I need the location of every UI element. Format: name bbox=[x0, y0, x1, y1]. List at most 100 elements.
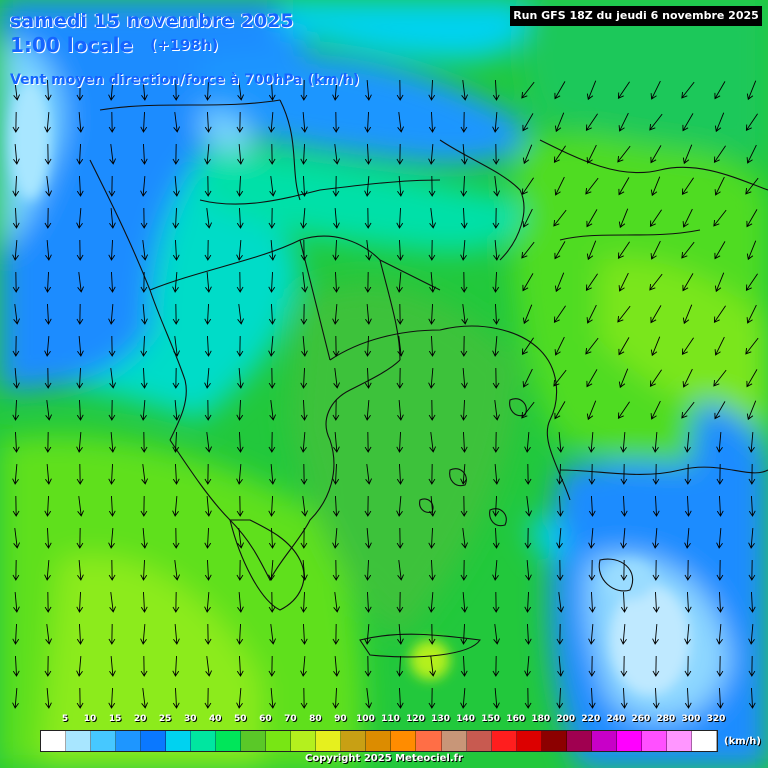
legend-swatch bbox=[91, 731, 117, 751]
wind-arrow bbox=[44, 335, 51, 357]
wind-arrow bbox=[108, 463, 116, 485]
wind-arrow bbox=[428, 143, 435, 165]
legend-tick-label: 120 bbox=[406, 714, 425, 724]
wind-arrow bbox=[650, 305, 662, 324]
legend-tick-label: 5 bbox=[61, 714, 69, 724]
wind-arrow bbox=[620, 463, 628, 485]
wind-arrow bbox=[746, 240, 757, 261]
wind-arrow bbox=[172, 367, 180, 389]
legend-tick-label: 220 bbox=[581, 714, 601, 724]
wind-arrow bbox=[76, 207, 83, 229]
legend-swatch bbox=[366, 731, 392, 751]
wind-arrow bbox=[12, 399, 20, 421]
wind-arrow bbox=[364, 143, 372, 165]
wind-arrow bbox=[524, 623, 532, 645]
wind-arrow bbox=[172, 591, 180, 613]
wind-arrow bbox=[172, 271, 179, 293]
wind-arrow bbox=[365, 240, 372, 261]
wind-arrow bbox=[332, 271, 340, 293]
wind-arrow bbox=[76, 175, 84, 197]
wind-arrow bbox=[650, 336, 661, 357]
wind-arrow bbox=[140, 335, 148, 357]
legend-swatch bbox=[216, 731, 242, 751]
wind-arrow bbox=[44, 591, 52, 613]
wind-arrow bbox=[745, 273, 758, 292]
wind-arrow bbox=[108, 79, 115, 101]
wind-arrow bbox=[300, 367, 308, 389]
legend-tick-label: 110 bbox=[381, 714, 400, 724]
wind-arrow bbox=[524, 687, 532, 709]
wind-arrow bbox=[618, 208, 629, 229]
wind-arrow bbox=[522, 273, 534, 292]
wind-arrow bbox=[525, 559, 532, 581]
wind-arrow bbox=[76, 591, 84, 613]
wind-arrow bbox=[12, 335, 20, 357]
wind-arrow bbox=[397, 112, 404, 133]
wind-arrow bbox=[77, 335, 84, 357]
wind-arrow bbox=[237, 143, 244, 165]
wind-arrow bbox=[745, 177, 759, 195]
wind-arrow bbox=[461, 591, 468, 613]
wind-arrow bbox=[554, 81, 566, 100]
wind-arrow bbox=[44, 655, 52, 677]
legend-tick-label: 260 bbox=[631, 714, 651, 724]
wind-arrow bbox=[556, 687, 564, 709]
wind-arrow bbox=[682, 368, 693, 388]
wind-arrow bbox=[620, 431, 627, 453]
wind-arrow bbox=[268, 367, 276, 389]
wind-arrow bbox=[460, 687, 467, 709]
wind-arrow bbox=[108, 175, 116, 197]
wind-arrow bbox=[588, 431, 595, 453]
wind-arrow bbox=[332, 399, 340, 421]
wind-arrow bbox=[300, 175, 308, 197]
wind-arrow bbox=[364, 431, 372, 453]
wind-arrow bbox=[521, 401, 535, 419]
wind-arrow bbox=[300, 399, 308, 421]
wind-arrow bbox=[364, 559, 372, 581]
legend-swatch bbox=[616, 731, 642, 751]
wind-arrow bbox=[237, 304, 244, 325]
wind-arrow bbox=[172, 687, 180, 709]
wind-arrow bbox=[460, 175, 468, 197]
wind-arrow bbox=[650, 176, 661, 197]
wind-arrow bbox=[652, 623, 659, 645]
wind-arrow bbox=[364, 207, 372, 229]
wind-arrow bbox=[746, 209, 758, 228]
wind-arrow bbox=[716, 591, 724, 613]
wind-arrow bbox=[268, 207, 276, 229]
wind-arrow bbox=[13, 367, 20, 389]
wind-arrow bbox=[268, 335, 275, 357]
legend-swatch bbox=[341, 731, 367, 751]
wind-arrow bbox=[652, 495, 660, 517]
wind-arrow bbox=[364, 271, 372, 293]
wind-arrow bbox=[44, 559, 51, 581]
wind-arrow bbox=[652, 655, 660, 677]
wind-arrow bbox=[364, 367, 372, 389]
legend-tick-label: 80 bbox=[309, 714, 322, 724]
wind-arrow bbox=[650, 240, 661, 260]
legend-tick-label: 100 bbox=[356, 714, 375, 724]
wind-arrow bbox=[716, 431, 723, 453]
wind-arrow bbox=[492, 207, 500, 229]
wind-arrow bbox=[396, 239, 404, 261]
wind-arrow bbox=[173, 623, 180, 645]
wind-arrow bbox=[332, 335, 340, 357]
wind-arrow bbox=[76, 303, 84, 325]
wind-arrow bbox=[44, 495, 52, 517]
wind-arrow bbox=[492, 655, 500, 677]
legend-tick-label: 300 bbox=[681, 714, 701, 724]
wind-arrow bbox=[396, 79, 404, 101]
legend-unit: (km/h) bbox=[724, 736, 761, 747]
wind-arrow bbox=[682, 113, 694, 132]
wind-arrow bbox=[586, 209, 598, 228]
legend-tick-label: 15 bbox=[108, 714, 122, 724]
wind-arrow bbox=[713, 209, 727, 227]
wind-arrow bbox=[44, 79, 52, 101]
wind-arrow bbox=[585, 273, 598, 292]
wind-arrow bbox=[617, 145, 631, 163]
wind-arrow bbox=[365, 527, 372, 549]
legend-swatch bbox=[691, 731, 717, 751]
wind-arrow bbox=[748, 655, 756, 677]
wind-arrow bbox=[396, 207, 404, 229]
wind-arrow bbox=[714, 401, 726, 420]
